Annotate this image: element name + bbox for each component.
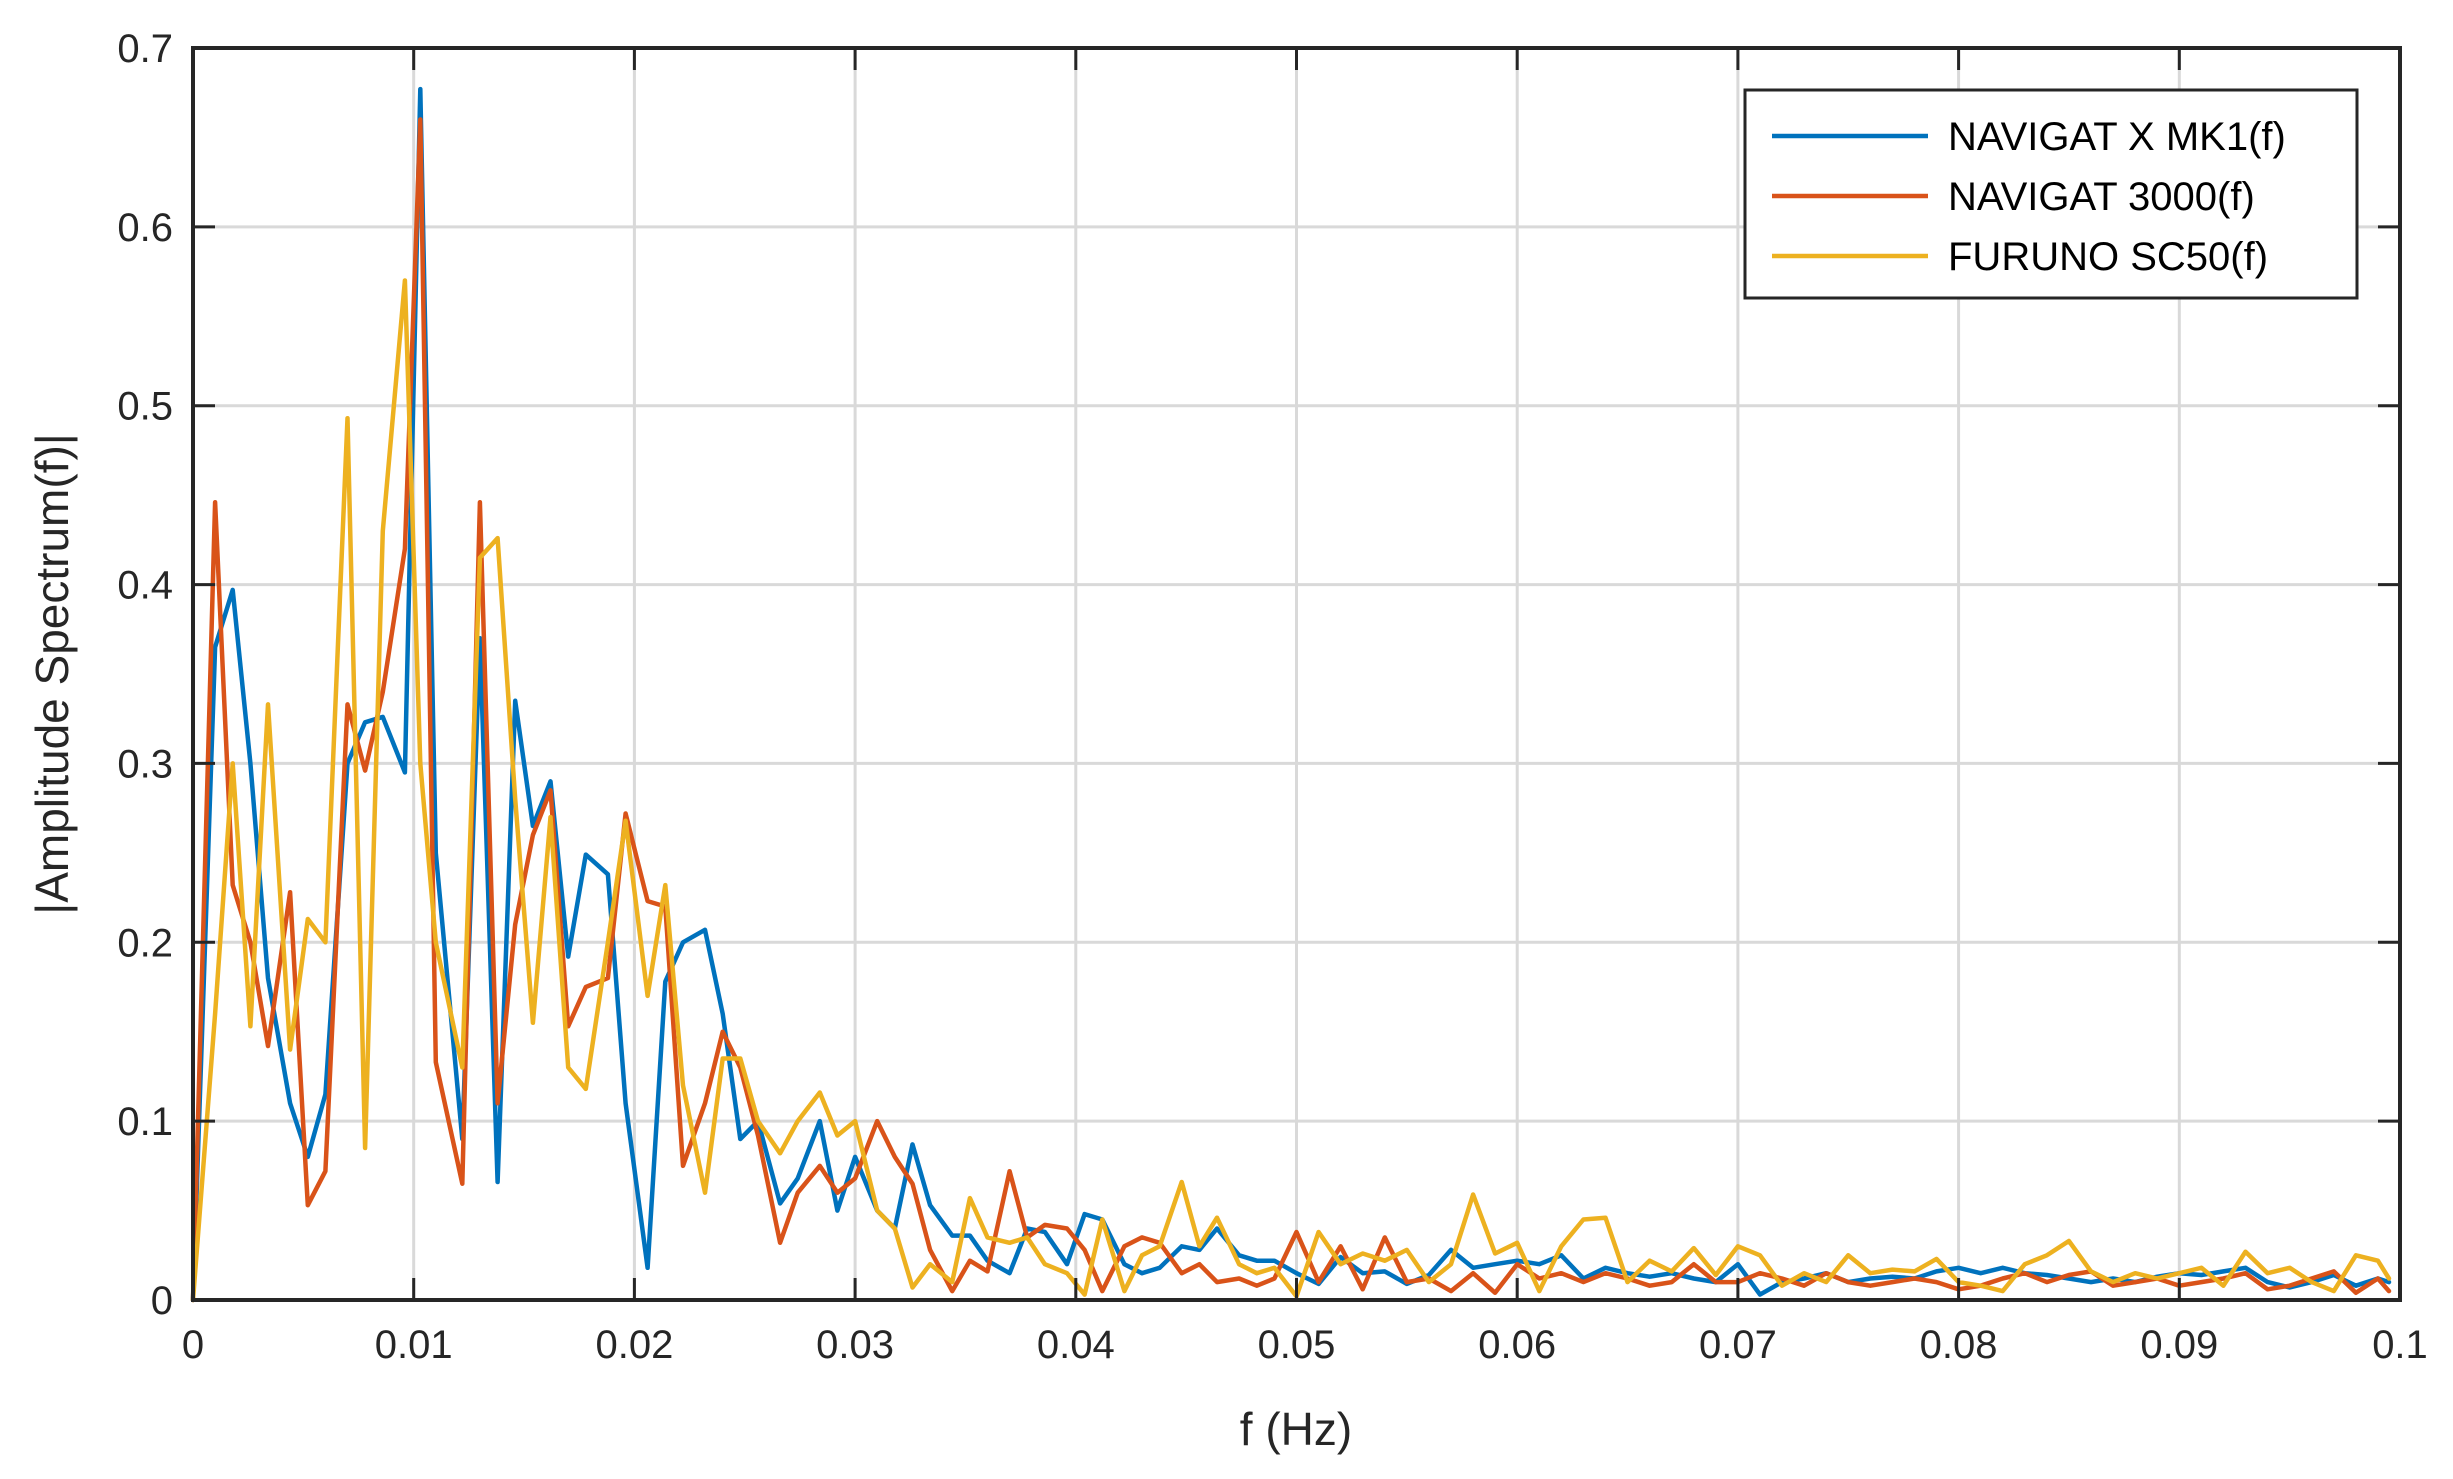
y-axis-label: |Amplitude Spectrum(f)| xyxy=(26,433,78,915)
y-tick-label: 0.5 xyxy=(117,385,173,429)
x-tick-label: 0.1 xyxy=(2372,1323,2428,1367)
x-tick-label: 0.03 xyxy=(816,1323,894,1367)
series-line-furuno-sc50 xyxy=(190,278,2392,1303)
y-tick-label: 0.7 xyxy=(117,27,173,71)
y-tick-label: 0 xyxy=(151,1279,173,1323)
x-axis-label: f (Hz) xyxy=(1240,1403,1352,1455)
x-tick-label: 0.01 xyxy=(375,1323,453,1367)
ticks xyxy=(191,46,2402,1302)
y-tick-labels: 0 0.1 0.2 0.3 0.4 0.5 0.6 0.7 xyxy=(117,27,173,1323)
x-tick-label: 0.07 xyxy=(1699,1323,1777,1367)
x-tick-label: 0.02 xyxy=(595,1323,673,1367)
y-tick-label: 0.6 xyxy=(117,206,173,250)
x-tick-label: 0.08 xyxy=(1920,1323,1998,1367)
x-tick-label: 0.04 xyxy=(1037,1323,1115,1367)
y-tick-label: 0.2 xyxy=(117,921,173,965)
legend-label-furuno-sc50: FURUNO SC50(f) xyxy=(1948,235,2268,279)
series-line-navigat-x-mk1 xyxy=(190,86,2392,1303)
x-tick-label: 0.09 xyxy=(2140,1323,2218,1367)
legend-label-navigat-x-mk1: NAVIGAT X MK1(f) xyxy=(1948,115,2286,159)
x-tick-labels: 0 0.01 0.02 0.03 0.04 0.05 0.06 0.07 0.08 0.09 0.1 xyxy=(182,1323,2428,1367)
x-tick-label: 0.05 xyxy=(1258,1323,1336,1367)
x-tick-label: 0.06 xyxy=(1478,1323,1556,1367)
y-tick-label: 0.1 xyxy=(117,1100,173,1144)
y-tick-label: 0.4 xyxy=(117,564,173,608)
x-tick-label: 0 xyxy=(182,1323,204,1367)
series-layer xyxy=(190,86,2392,1303)
legend: NAVIGAT X MK1(f) NAVIGAT 3000(f) FURUNO … xyxy=(1743,88,2359,300)
series-line-navigat-3000 xyxy=(190,117,2392,1303)
y-tick-label: 0.3 xyxy=(117,742,173,786)
legend-label-navigat-3000: NAVIGAT 3000(f) xyxy=(1948,175,2255,219)
